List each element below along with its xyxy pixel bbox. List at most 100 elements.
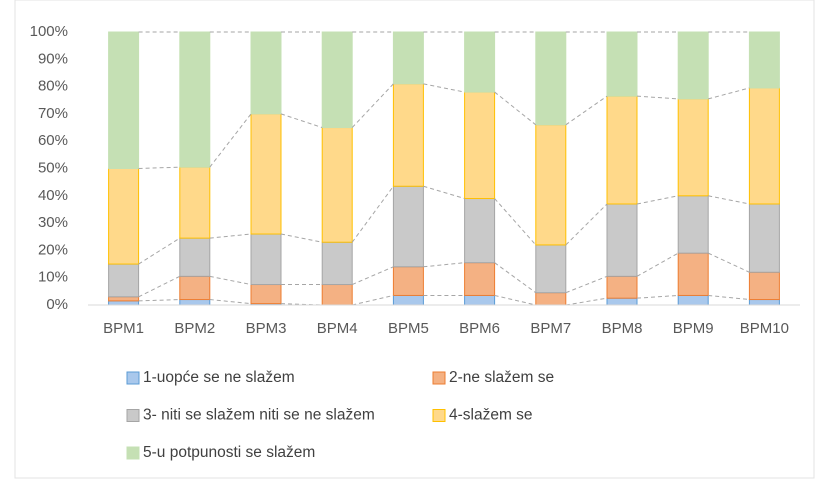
- x-tick-label: BPM8: [602, 320, 643, 337]
- chart-frame: [14, 0, 815, 479]
- series-line: [494, 91, 537, 126]
- x-tick-label: BPM5: [388, 320, 429, 337]
- bar-segment: [250, 284, 282, 305]
- bar-segment: [606, 297, 638, 306]
- bar-segment: [179, 31, 211, 168]
- x-tick-label: BPM2: [174, 320, 215, 337]
- series-line: [708, 294, 750, 301]
- bar-segment: [321, 127, 353, 243]
- bar-segment: [108, 168, 140, 265]
- y-tick-label: 90%: [38, 50, 68, 67]
- bar-segment: [748, 271, 780, 301]
- y-tick-label: 10%: [38, 269, 68, 286]
- bar-segment: [677, 31, 709, 100]
- series-line: [707, 252, 750, 273]
- bar-segment: [250, 31, 282, 115]
- bar-segment: [677, 294, 709, 306]
- bar-segment: [748, 203, 780, 273]
- series-line: [138, 299, 180, 302]
- bar-segment: [392, 31, 424, 85]
- y-tick-label: 80%: [38, 78, 68, 95]
- bar-segment: [179, 275, 211, 301]
- bar-segment: [250, 233, 282, 286]
- series-line: [352, 294, 394, 306]
- bar-segment: [179, 299, 211, 306]
- bar-segment: [108, 296, 140, 302]
- y-tick-label: 0%: [46, 296, 68, 313]
- bar-segment: [535, 244, 567, 294]
- bar-segment: [464, 198, 496, 264]
- y-tick-label: 60%: [38, 132, 68, 149]
- bar-segment: [464, 31, 496, 93]
- bar-segment: [392, 266, 424, 296]
- series-line: [280, 233, 323, 243]
- y-tick-label: 40%: [38, 187, 68, 204]
- bar-segment: [392, 83, 424, 187]
- series-line: [351, 83, 394, 128]
- legend-swatch: [126, 409, 140, 422]
- series-line: [565, 203, 608, 246]
- y-tick-label: 30%: [38, 214, 68, 231]
- bar-segment: [535, 292, 567, 306]
- bar-segment: [108, 300, 140, 306]
- legend-swatch: [432, 409, 446, 422]
- bar-segment: [108, 31, 140, 169]
- legend-swatch: [126, 446, 140, 460]
- series-line: [494, 262, 537, 294]
- y-tick-label: 20%: [38, 241, 68, 258]
- x-tick-label: BPM6: [459, 320, 500, 337]
- series-line: [565, 95, 608, 126]
- series-line: [351, 185, 394, 243]
- legend-swatch: [126, 371, 140, 385]
- series-line: [280, 113, 323, 129]
- bar-segment: [606, 95, 638, 205]
- bar-segment: [677, 98, 709, 197]
- bar-segment: [464, 91, 496, 200]
- series-line: [494, 294, 536, 306]
- bar-segment: [606, 203, 638, 277]
- legend-swatch: [432, 371, 446, 385]
- y-tick-label: 100%: [30, 23, 68, 40]
- y-tick-label: 70%: [38, 105, 68, 122]
- series-line: [138, 166, 180, 169]
- bar-segment: [179, 237, 211, 277]
- series-line: [423, 262, 465, 268]
- series-line: [138, 237, 181, 265]
- series-line: [494, 198, 537, 246]
- series-line: [565, 297, 608, 306]
- bar-segment: [464, 262, 496, 296]
- series-line: [209, 299, 252, 305]
- x-tick-label: BPM3: [246, 320, 287, 337]
- series-line: [636, 95, 679, 100]
- y-tick-label: 50%: [38, 159, 68, 176]
- legend-label: 4-slažem se: [449, 407, 533, 424]
- series-line: [565, 275, 608, 294]
- x-tick-label: BPM10: [740, 320, 789, 337]
- series-line: [352, 266, 394, 285]
- series-line: [636, 294, 679, 299]
- bar-segment: [392, 185, 424, 268]
- series-line: [209, 275, 252, 286]
- x-tick-label: BPM9: [673, 320, 714, 337]
- legend-label: 2-ne slažem se: [449, 369, 554, 386]
- series-line: [209, 113, 252, 168]
- bar-segment: [748, 299, 780, 306]
- bar-segment: [677, 195, 709, 254]
- bar-segment: [535, 31, 567, 126]
- bar-segment: [606, 31, 638, 97]
- legend-label: 1-uopće se ne slažem: [143, 369, 295, 386]
- x-tick-label: BPM7: [530, 320, 571, 337]
- series-line: [636, 252, 679, 277]
- bar-segment: [535, 124, 567, 246]
- series-line: [708, 195, 750, 205]
- series-line: [423, 185, 465, 200]
- legend-label: 5-u potpunosti se slažem: [143, 444, 315, 461]
- series-line: [138, 275, 181, 298]
- bar-segment: [321, 284, 353, 306]
- series-line: [423, 83, 465, 93]
- series-line: [708, 87, 750, 100]
- bar-segment: [392, 294, 424, 306]
- x-tick-label: BPM1: [103, 320, 144, 337]
- legend-label: 3- niti se slažem niti se ne slažem: [143, 407, 375, 424]
